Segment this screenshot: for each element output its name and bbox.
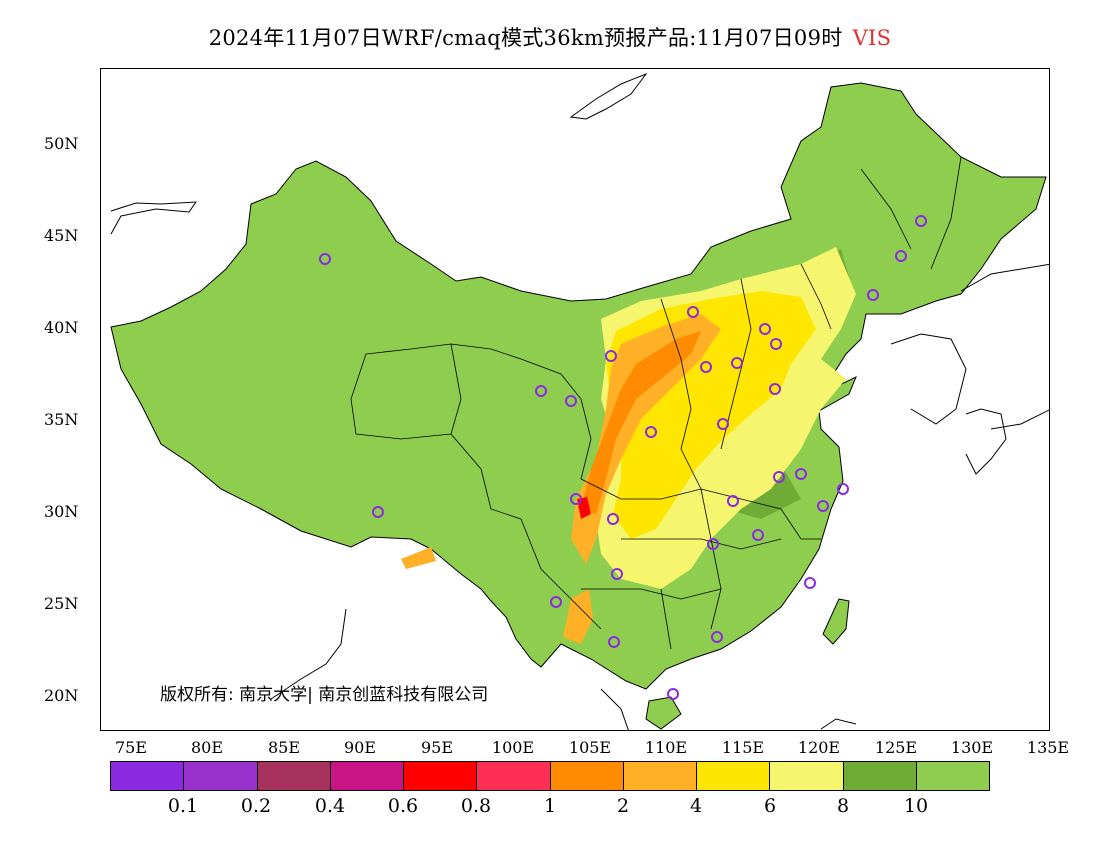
station-marker [867, 289, 879, 301]
legend-cell [477, 762, 551, 790]
lon-label-100e: 100E [491, 738, 535, 757]
station-marker [608, 636, 620, 648]
station-marker [727, 495, 739, 507]
lat-label-50n: 50N [44, 134, 79, 153]
legend-cell [550, 762, 624, 790]
station-marker [372, 506, 384, 518]
legend-tick: 1 [543, 795, 557, 817]
map-frame [100, 68, 1050, 731]
title-variable: VIS [852, 26, 892, 50]
taiwan [822, 598, 850, 645]
station-marker [707, 538, 719, 550]
lat-label-45n: 45N [44, 226, 79, 245]
chart-title: 2024年11月07日WRF/cmaq模式36km预报产品:11月07日09时 V… [0, 22, 1100, 52]
lon-label-120e: 120E [797, 738, 841, 757]
lat-label-35n: 35N [44, 410, 79, 429]
legend-tick: 0.2 [240, 795, 272, 817]
orange-light-zone-south [563, 589, 593, 644]
lon-label-115e: 115E [721, 738, 765, 757]
station-marker [759, 323, 771, 335]
lon-label-95e: 95E [420, 738, 454, 757]
station-marker [731, 357, 743, 369]
legend-cell [330, 762, 404, 790]
station-marker [611, 568, 623, 580]
station-marker [607, 513, 619, 525]
legend-tick: 0.4 [314, 795, 346, 817]
copyright-text: 版权所有: 南京大学| 南京创蓝科技有限公司 [160, 685, 489, 705]
station-marker [804, 577, 816, 589]
station-marker [837, 483, 849, 495]
lon-label-90e: 90E [343, 738, 377, 757]
station-marker [605, 350, 617, 362]
title-text: 2024年11月07日WRF/cmaq模式36km预报产品:11月07日09时 [208, 26, 843, 50]
legend-cell [916, 762, 989, 790]
legend-colorbar [110, 761, 990, 791]
station-marker [535, 385, 547, 397]
station-marker [770, 338, 782, 350]
lon-label-105e: 105E [568, 738, 612, 757]
legend-tick: 0.6 [387, 795, 419, 817]
lon-label-125e: 125E [874, 738, 918, 757]
legend-tick: 4 [689, 795, 703, 817]
legend-tick: 8 [836, 795, 850, 817]
station-marker [769, 383, 781, 395]
station-marker [915, 215, 927, 227]
lat-label-20n: 20N [44, 686, 79, 705]
station-marker [711, 631, 723, 643]
neighbor-outlines [110, 72, 1049, 730]
lat-label-40n: 40N [44, 318, 79, 337]
station-marker [895, 250, 907, 262]
legend-cell [697, 762, 771, 790]
legend-cell [843, 762, 917, 790]
station-marker [752, 529, 764, 541]
station-marker [570, 493, 582, 505]
station-marker [645, 426, 657, 438]
station-marker [667, 688, 679, 700]
station-marker [319, 253, 331, 265]
legend-tick: 0.8 [460, 795, 492, 817]
lon-label-135e: 135E [1026, 738, 1070, 757]
lon-label-75e: 75E [114, 738, 148, 757]
legend-cell [770, 762, 844, 790]
map-svg [110, 72, 1049, 730]
station-markers [319, 215, 927, 700]
lon-label-85e: 85E [267, 738, 301, 757]
lon-label-110e: 110E [644, 738, 688, 757]
station-marker [773, 471, 785, 483]
legend-tick: 2 [616, 795, 630, 817]
legend-cell [111, 762, 185, 790]
legend-cell [623, 762, 697, 790]
province-borders [350, 156, 962, 650]
china-landmass [110, 82, 1047, 690]
orange-light-zone [571, 314, 721, 564]
station-marker [700, 361, 712, 373]
lat-label-30n: 30N [44, 502, 79, 521]
legend-cell [184, 762, 258, 790]
legend-tick: 0.1 [167, 795, 199, 817]
lon-label-80e: 80E [190, 738, 224, 757]
legend-tick: 6 [763, 795, 777, 817]
station-marker [565, 395, 577, 407]
lon-label-130e: 130E [950, 738, 994, 757]
station-marker [687, 306, 699, 318]
station-marker [550, 596, 562, 608]
station-marker [817, 500, 829, 512]
legend-cell [257, 762, 331, 790]
legend-cell [404, 762, 478, 790]
orange-zone [581, 331, 701, 514]
station-marker [717, 418, 729, 430]
orange-light-zone-west [401, 547, 436, 569]
legend-tick: 10 [903, 795, 929, 817]
station-marker [795, 468, 807, 480]
lat-label-25n: 25N [44, 594, 79, 613]
hainan [645, 696, 682, 730]
